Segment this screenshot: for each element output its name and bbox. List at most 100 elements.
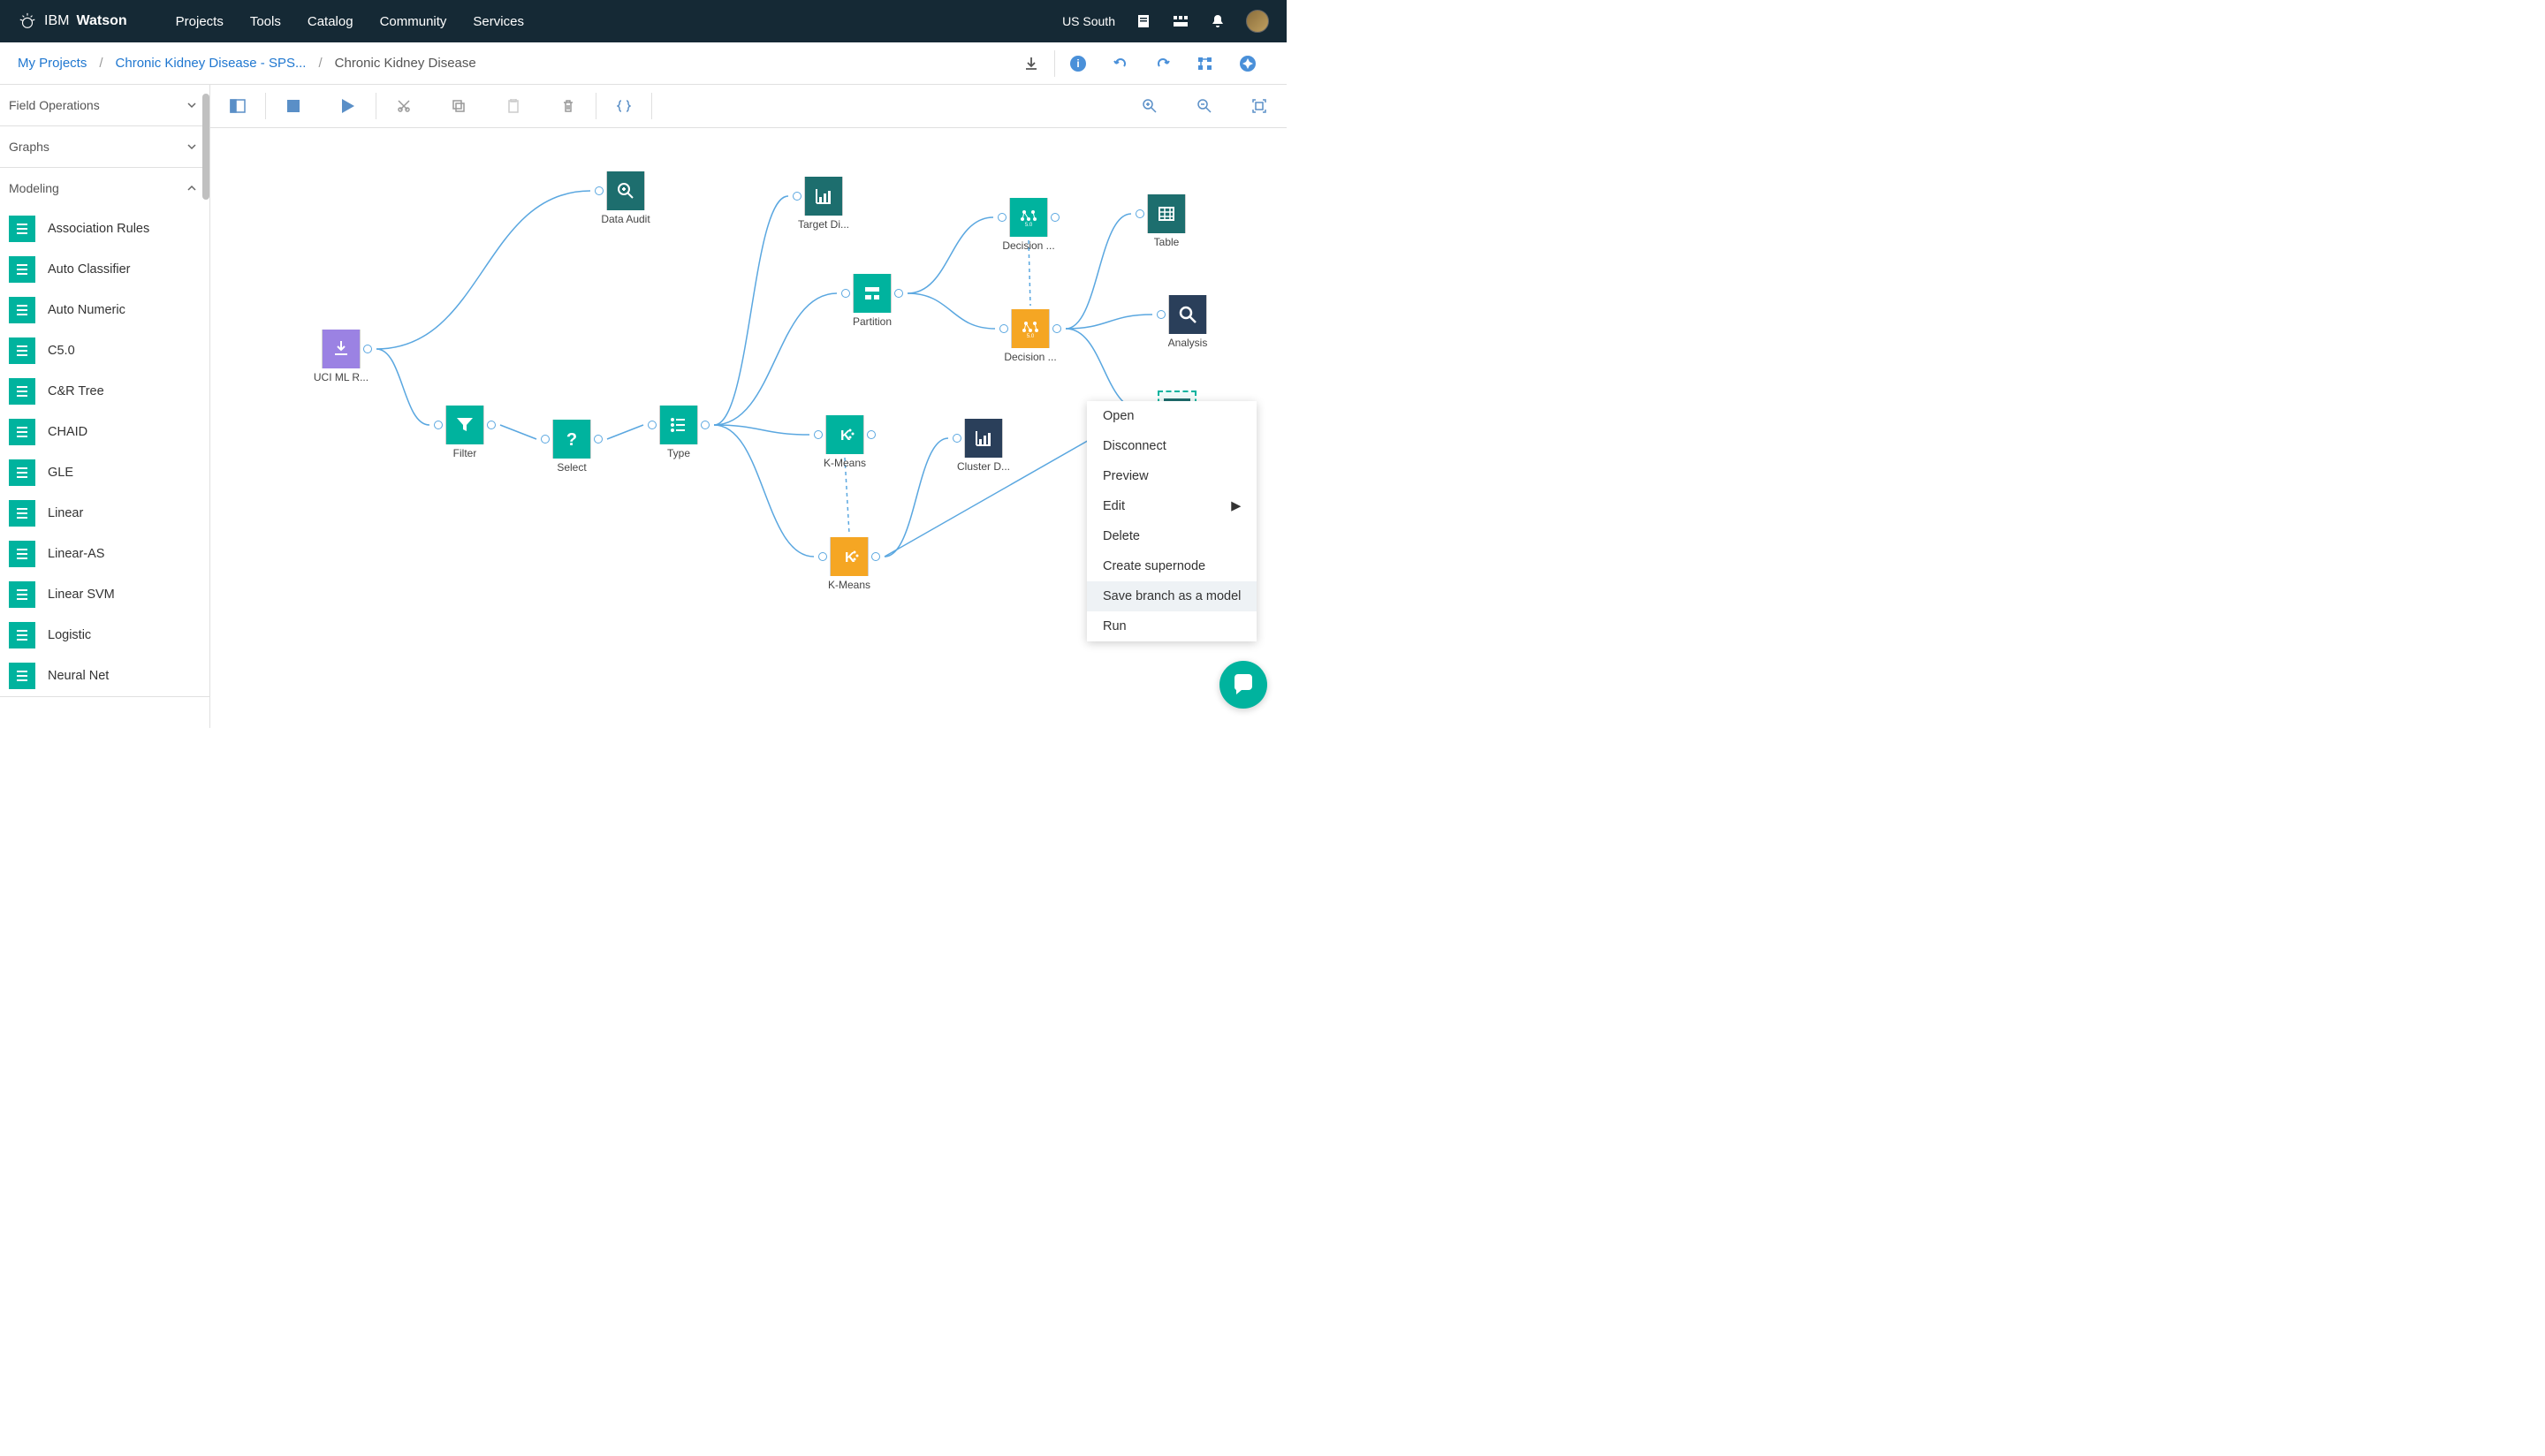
ctx-item-delete[interactable]: Delete bbox=[1087, 521, 1257, 551]
nav-tools[interactable]: Tools bbox=[250, 14, 281, 29]
port-in[interactable] bbox=[841, 289, 850, 298]
scrollbar[interactable] bbox=[202, 94, 209, 200]
sidebar-item-gle[interactable]: GLE bbox=[0, 452, 209, 493]
port-out[interactable] bbox=[894, 289, 903, 298]
port-out[interactable] bbox=[1051, 213, 1060, 222]
sidebar-item-label: Association Rules bbox=[48, 222, 149, 236]
play-icon[interactable] bbox=[321, 85, 376, 128]
canvas-node-km1[interactable]: KK-Means bbox=[817, 415, 873, 469]
undo-icon[interactable] bbox=[1099, 42, 1142, 85]
redo-icon[interactable] bbox=[1142, 42, 1184, 85]
port-out[interactable] bbox=[871, 552, 880, 561]
region-label[interactable]: US South bbox=[1062, 14, 1115, 28]
port-in[interactable] bbox=[1157, 310, 1166, 319]
sidebar-item-chaid[interactable]: CHAID bbox=[0, 412, 209, 452]
ctx-item-preview[interactable]: Preview bbox=[1087, 461, 1257, 491]
ctx-item-run[interactable]: Run bbox=[1087, 611, 1257, 641]
canvas-node-dec2[interactable]: 5.0Decision ... bbox=[1002, 309, 1059, 363]
port-in[interactable] bbox=[953, 434, 961, 443]
canvas-node-target[interactable]: Target Di... bbox=[795, 177, 852, 231]
canvas-node-analy[interactable]: Analysis bbox=[1159, 295, 1216, 349]
canvas-node-dec1[interactable]: 5.0Decision ... bbox=[1000, 198, 1057, 252]
canvas-node-type[interactable]: Type bbox=[650, 406, 707, 459]
sidebar-section-modeling[interactable]: Modeling bbox=[0, 168, 209, 209]
port-in[interactable] bbox=[1136, 209, 1144, 218]
download-icon[interactable] bbox=[1010, 42, 1052, 85]
bell-icon[interactable] bbox=[1209, 12, 1227, 30]
breadcrumb-project[interactable]: Chronic Kidney Disease - SPS... bbox=[116, 56, 307, 71]
brand-logo[interactable]: IBM Watson bbox=[18, 11, 127, 31]
canvas-node-part[interactable]: Partition bbox=[844, 274, 900, 328]
port-in[interactable] bbox=[998, 213, 1007, 222]
delete-icon[interactable] bbox=[541, 85, 596, 128]
chat-icon bbox=[1231, 672, 1256, 697]
sidebar-section-graphs[interactable]: Graphs bbox=[0, 126, 209, 167]
port-in[interactable] bbox=[595, 186, 604, 195]
sidebar-item-linear-svm[interactable]: Linear SVM bbox=[0, 574, 209, 615]
panel-toggle-icon[interactable] bbox=[210, 85, 265, 128]
sidebar-section-field-operations[interactable]: Field Operations bbox=[0, 85, 209, 125]
port-in[interactable] bbox=[434, 421, 443, 429]
canvas-node-filter[interactable]: Filter bbox=[437, 406, 493, 459]
zoom-out-icon[interactable] bbox=[1177, 85, 1232, 128]
ctx-item-create-supernode[interactable]: Create supernode bbox=[1087, 551, 1257, 581]
port-in[interactable] bbox=[999, 324, 1008, 333]
sidebar-item-c-r-tree[interactable]: C&R Tree bbox=[0, 371, 209, 412]
avatar[interactable] bbox=[1246, 10, 1269, 33]
svg-text:i: i bbox=[1076, 57, 1079, 70]
paste-icon[interactable] bbox=[486, 85, 541, 128]
grid-icon[interactable] bbox=[1172, 12, 1189, 30]
port-in[interactable] bbox=[818, 552, 827, 561]
compass-icon[interactable] bbox=[1227, 42, 1269, 85]
breadcrumb-root[interactable]: My Projects bbox=[18, 56, 87, 71]
port-out[interactable] bbox=[594, 435, 603, 444]
ctx-item-disconnect[interactable]: Disconnect bbox=[1087, 431, 1257, 461]
svg-text:5.0: 5.0 bbox=[1025, 223, 1033, 228]
canvas-node-km2[interactable]: KK-Means bbox=[821, 537, 877, 591]
canvas-node-select[interactable]: ?Select bbox=[543, 420, 600, 474]
port-out[interactable] bbox=[1052, 324, 1061, 333]
model-icon bbox=[9, 663, 35, 689]
sidebar-item-association-rules[interactable]: Association Rules bbox=[0, 209, 209, 249]
zoom-fit-icon[interactable] bbox=[1232, 85, 1287, 128]
port-in[interactable] bbox=[793, 192, 801, 201]
port-out[interactable] bbox=[487, 421, 496, 429]
breadcrumb-current: Chronic Kidney Disease bbox=[335, 56, 476, 71]
canvas-node-clust[interactable]: Cluster D... bbox=[955, 419, 1012, 473]
ctx-item-edit[interactable]: Edit▶ bbox=[1087, 491, 1257, 521]
port-in[interactable] bbox=[648, 421, 657, 429]
stop-icon[interactable] bbox=[266, 85, 321, 128]
port-out[interactable] bbox=[363, 345, 372, 353]
ctx-item-save-branch-as-a-model[interactable]: Save branch as a model bbox=[1087, 581, 1257, 611]
sidebar-item-logistic[interactable]: Logistic bbox=[0, 615, 209, 656]
port-out[interactable] bbox=[701, 421, 710, 429]
ctx-item-open[interactable]: Open bbox=[1087, 401, 1257, 431]
sidebar-item-auto-classifier[interactable]: Auto Classifier bbox=[0, 249, 209, 290]
braces-icon[interactable] bbox=[596, 85, 651, 128]
nav-services[interactable]: Services bbox=[473, 14, 524, 29]
port-in[interactable] bbox=[814, 430, 823, 439]
info-icon[interactable]: i bbox=[1057, 42, 1099, 85]
doc-icon[interactable] bbox=[1135, 12, 1152, 30]
sidebar-item-linear[interactable]: Linear bbox=[0, 493, 209, 534]
nav-community[interactable]: Community bbox=[380, 14, 447, 29]
canvas[interactable]: UCI ML R... Data Audit Filter ?Select Type Ta… bbox=[210, 128, 1287, 728]
sidebar-item-c5-0[interactable]: C5.0 bbox=[0, 330, 209, 371]
canvas-node-src[interactable]: UCI ML R... bbox=[313, 330, 369, 383]
zoom-in-icon[interactable] bbox=[1122, 85, 1177, 128]
sidebar-item-neural-net[interactable]: Neural Net bbox=[0, 656, 209, 696]
sidebar-item-auto-numeric[interactable]: Auto Numeric bbox=[0, 290, 209, 330]
canvas-node-audit[interactable]: Data Audit bbox=[597, 171, 654, 225]
canvas-node-table[interactable]: Table bbox=[1138, 194, 1195, 248]
port-out[interactable] bbox=[867, 430, 876, 439]
port-in[interactable] bbox=[541, 435, 550, 444]
node-label: Partition bbox=[853, 315, 892, 328]
nav-projects[interactable]: Projects bbox=[176, 14, 224, 29]
svg-text:5.0: 5.0 bbox=[1027, 334, 1035, 339]
cut-icon[interactable] bbox=[376, 85, 431, 128]
sidebar-item-linear-as[interactable]: Linear-AS bbox=[0, 534, 209, 574]
nav-catalog[interactable]: Catalog bbox=[308, 14, 353, 29]
copy-icon[interactable] bbox=[431, 85, 486, 128]
help-bubble[interactable] bbox=[1219, 661, 1267, 709]
layout-icon[interactable] bbox=[1184, 42, 1227, 85]
